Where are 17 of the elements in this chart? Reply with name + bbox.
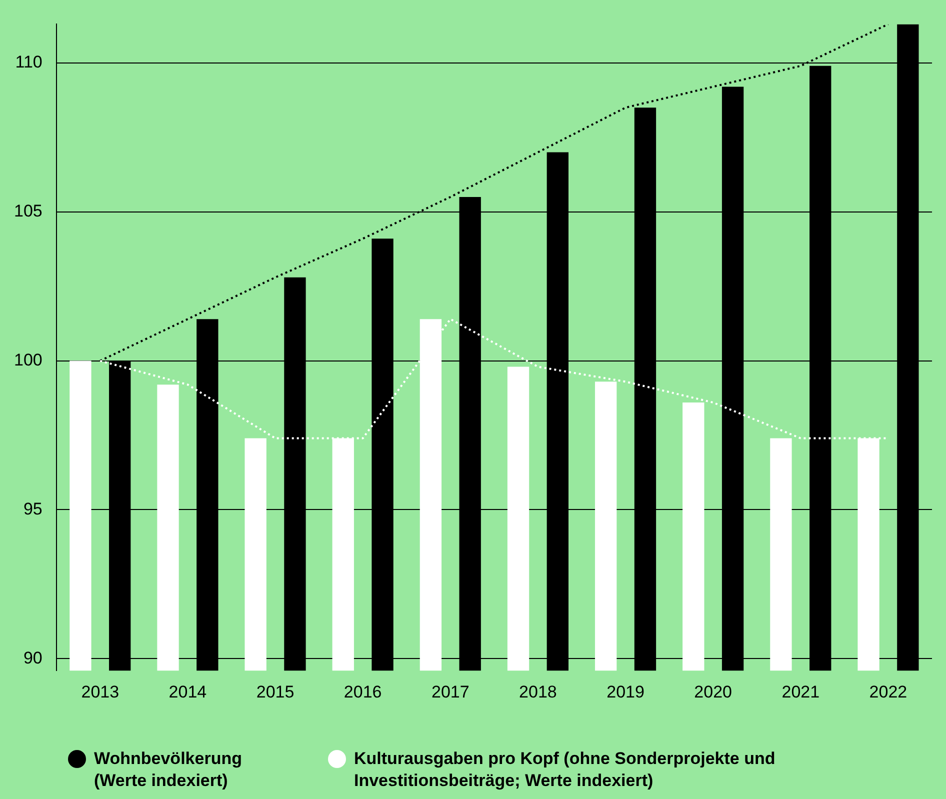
- x-tick-label: 2022: [869, 682, 908, 702]
- x-tick-label: 2015: [256, 682, 294, 702]
- y-tick-label: 90: [23, 648, 42, 668]
- x-tick-label: 2018: [519, 682, 557, 702]
- x-tick-label: 2019: [606, 682, 644, 702]
- x-tick-label: 2020: [694, 682, 732, 702]
- y-tick-label: 95: [23, 499, 42, 518]
- y-tick-label: 105: [14, 202, 42, 221]
- legend-label: Kulturausgaben pro Kopf (ohne Sonderprojekte und Investitionsbeiträge; Werte indexiert): [354, 748, 776, 792]
- x-tick-label: 2014: [168, 682, 207, 702]
- y-tick-label: 110: [15, 52, 42, 72]
- x-tick-label: 2013: [81, 682, 120, 702]
- y-tick-label: 100: [14, 350, 42, 370]
- x-tick-label: 2021: [782, 682, 820, 702]
- x-tick-label: 2017: [431, 682, 470, 702]
- legend-label: Wohnbevölkerung (Werte indexiert): [94, 748, 243, 792]
- x-tick-label: 2016: [344, 682, 382, 702]
